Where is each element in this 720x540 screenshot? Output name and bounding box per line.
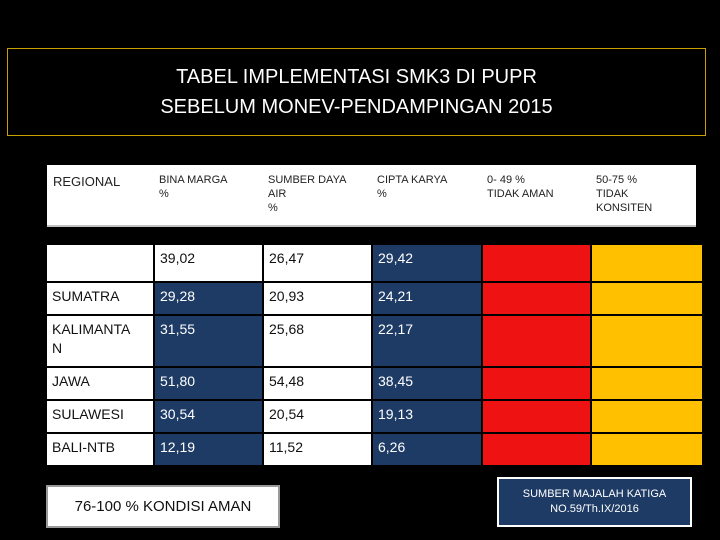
legend-kondisi-aman: 76-100 % KONDISI AMAN (46, 485, 280, 528)
cell-cipta-karya: 19,13 (373, 401, 481, 432)
cell-tidak-konsiten-band (592, 245, 702, 281)
cell-bina-marga: 30,54 (155, 401, 262, 432)
header-regional: REGIONAL (53, 174, 121, 189)
source-line-1: SUMBER MAJALAH KATIGA (522, 488, 667, 500)
cell-tidak-konsiten-band (592, 401, 702, 432)
table-header-row: REGIONAL BINA MARGA % SUMBER DAYA AIR % … (47, 165, 696, 227)
cell-region: BALI-NTB (47, 434, 153, 465)
header-tidak-aman: 0- 49 % TIDAK AMAN (487, 174, 554, 200)
cell-tidak-konsiten-band (592, 316, 702, 366)
cell-tidak-aman-band (483, 283, 590, 314)
cell-bina-marga: 12,19 (155, 434, 262, 465)
cell-sumber-daya-air: 20,93 (264, 283, 371, 314)
cell-sumber-daya-air: 11,52 (264, 434, 371, 465)
cell-bina-marga: 51,80 (155, 368, 262, 399)
cell-cipta-karya: 29,42 (373, 245, 481, 281)
cell-bina-marga: 31,55 (155, 316, 262, 366)
header-sumber-daya-air: SUMBER DAYA AIR % (268, 174, 347, 214)
header-cipta-karya: CIPTA KARYA % (377, 174, 448, 200)
cell-tidak-aman-band (483, 368, 590, 399)
cell-region: SUMATRA (47, 283, 153, 314)
cell-sumber-daya-air: 26,47 (264, 245, 371, 281)
cell-cipta-karya: 22,17 (373, 316, 481, 366)
cell-region (47, 245, 153, 281)
cell-tidak-aman-band (483, 245, 590, 281)
cell-cipta-karya: 6,26 (373, 434, 481, 465)
title-box: TABEL IMPLEMENTASI SMK3 DI PUPR SEBELUM … (7, 48, 706, 136)
title-line-2: SEBELUM MONEV-PENDAMPINGAN 2015 (160, 96, 553, 118)
cell-bina-marga: 39,02 (155, 245, 262, 281)
cell-tidak-konsiten-band (592, 368, 702, 399)
cell-region: KALIMANTA N (47, 316, 153, 366)
title-line-1: TABEL IMPLEMENTASI SMK3 DI PUPR (176, 66, 537, 88)
header-tidak-konsiten: 50-75 % TIDAK KONSITEN (596, 174, 653, 214)
cell-region: JAWA (47, 368, 153, 399)
cell-sumber-daya-air: 25,68 (264, 316, 371, 366)
cell-bina-marga: 29,28 (155, 283, 262, 314)
legend-label: 76-100 % KONDISI AMAN (74, 498, 252, 515)
cell-sumber-daya-air: 54,48 (264, 368, 371, 399)
cell-cipta-karya: 38,45 (373, 368, 481, 399)
cell-tidak-aman-band (483, 401, 590, 432)
source-box: SUMBER MAJALAH KATIGA NO.59/Th.IX/2016 (497, 477, 692, 527)
cell-cipta-karya: 24,21 (373, 283, 481, 314)
data-table: 39,02 26,47 29,42 SUMATRA 29,28 20,93 24… (47, 245, 702, 465)
cell-tidak-konsiten-band (592, 434, 702, 465)
cell-tidak-aman-band (483, 434, 590, 465)
cell-sumber-daya-air: 20,54 (264, 401, 371, 432)
cell-region: SULAWESI (47, 401, 153, 432)
cell-tidak-konsiten-band (592, 283, 702, 314)
header-bina-marga: BINA MARGA % (159, 174, 228, 200)
source-line-2: NO.59/Th.IX/2016 (550, 503, 639, 515)
cell-tidak-aman-band (483, 316, 590, 366)
